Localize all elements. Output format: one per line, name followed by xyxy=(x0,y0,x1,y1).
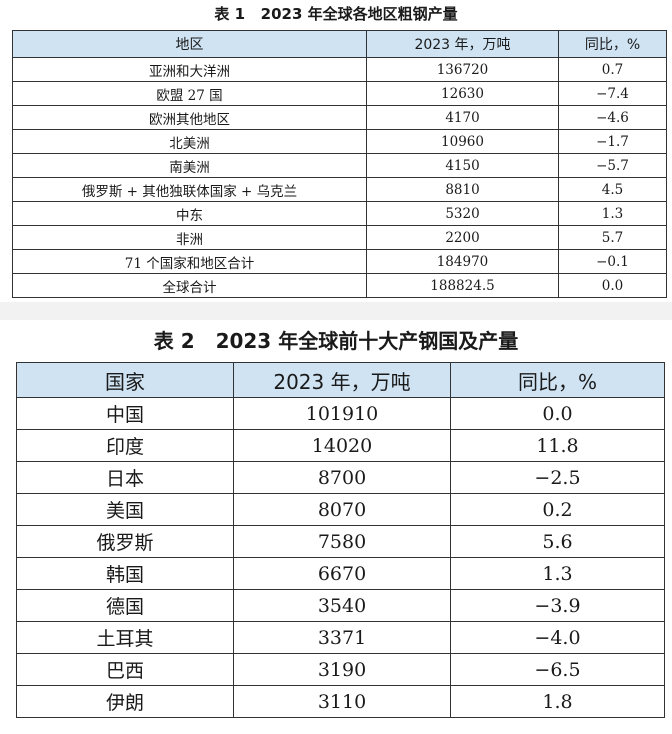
table1-header-output: 2023 年，万吨 xyxy=(366,30,559,58)
yoy-cell: −6.5 xyxy=(450,653,665,686)
output-cell: 101910 xyxy=(233,397,451,430)
country-cell: 巴西 xyxy=(16,653,234,686)
table1-header-region: 地区 xyxy=(12,30,367,58)
yoy-cell: 5.6 xyxy=(450,525,665,558)
region-cell: 全球合计 xyxy=(12,273,367,298)
region-cell: 71 个国家和地区合计 xyxy=(12,249,367,274)
region-cell: 中东 xyxy=(12,201,367,226)
table2-header-yoy: 同比，% xyxy=(450,362,665,398)
output-cell: 8700 xyxy=(233,461,451,494)
table-row: 俄罗斯 + 其他独联体国家 + 乌克兰 8810 4.5 xyxy=(12,177,667,202)
yoy-cell: −1.7 xyxy=(558,129,667,154)
country-cell: 美国 xyxy=(16,493,234,526)
output-cell: 3190 xyxy=(233,653,451,686)
table-row: 德国 3540 −3.9 xyxy=(16,589,665,622)
table-row: 南美洲 4150 −5.7 xyxy=(12,153,667,178)
yoy-cell: −4.0 xyxy=(450,621,665,654)
yoy-cell: 5.7 xyxy=(558,225,667,250)
output-cell: 2200 xyxy=(366,225,559,250)
table2-header-row: 国家 2023 年，万吨 同比，% xyxy=(16,362,665,398)
yoy-cell: −3.9 xyxy=(450,589,665,622)
table-row: 美国 8070 0.2 xyxy=(16,493,665,526)
table1-caption: 表 1 2023 年全球各地区粗钢产量 xyxy=(214,5,458,23)
table2-caption: 表 2 2023 年全球前十大产钢国及产量 xyxy=(153,329,519,353)
yoy-cell: 1.3 xyxy=(450,557,665,590)
yoy-cell: −7.4 xyxy=(558,81,667,106)
output-cell: 5320 xyxy=(366,201,559,226)
table-row: 中国 101910 0.0 xyxy=(16,397,665,430)
table2-header-country: 国家 xyxy=(16,362,234,398)
country-cell: 中国 xyxy=(16,397,234,430)
table-row: 北美洲 10960 −1.7 xyxy=(12,129,667,154)
table-row: 伊朗 3110 1.8 xyxy=(16,685,665,718)
table-row: 欧洲其他地区 4170 −4.6 xyxy=(12,105,667,130)
output-cell: 3371 xyxy=(233,621,451,654)
table1-regional-steel-output: 地区 2023 年，万吨 同比，% 亚洲和大洋洲 136720 0.7 欧盟 27 … xyxy=(12,30,667,298)
yoy-cell: 0.7 xyxy=(558,57,667,82)
yoy-cell: 4.5 xyxy=(558,177,667,202)
table-row: 非洲 2200 5.7 xyxy=(12,225,667,250)
output-cell: 4170 xyxy=(366,105,559,130)
yoy-cell: −2.5 xyxy=(450,461,665,494)
output-cell: 8070 xyxy=(233,493,451,526)
table1-header-yoy: 同比，% xyxy=(558,30,667,58)
output-cell: 188824.5 xyxy=(366,273,559,298)
region-cell: 亚洲和大洋洲 xyxy=(12,57,367,82)
table-row: 土耳其 3371 −4.0 xyxy=(16,621,665,654)
yoy-cell: −4.6 xyxy=(558,105,667,130)
region-cell: 北美洲 xyxy=(12,129,367,154)
country-cell: 俄罗斯 xyxy=(16,525,234,558)
table2-top-ten-steel-countries: 国家 2023 年，万吨 同比，% 中国 101910 0.0 印度 14020 11.… xyxy=(16,362,665,718)
table-row: 韩国 6670 1.3 xyxy=(16,557,665,590)
table1-header-row: 地区 2023 年，万吨 同比，% xyxy=(12,30,667,58)
table-row: 俄罗斯 7580 5.6 xyxy=(16,525,665,558)
yoy-cell: −5.7 xyxy=(558,153,667,178)
region-cell: 南美洲 xyxy=(12,153,367,178)
country-cell: 土耳其 xyxy=(16,621,234,654)
yoy-cell: 0.0 xyxy=(558,273,667,298)
country-cell: 日本 xyxy=(16,461,234,494)
table-row: 中东 5320 1.3 xyxy=(12,201,667,226)
output-cell: 136720 xyxy=(366,57,559,82)
yoy-cell: 0.0 xyxy=(450,397,665,430)
country-cell: 印度 xyxy=(16,429,234,462)
yoy-cell: 0.2 xyxy=(450,493,665,526)
output-cell: 6670 xyxy=(233,557,451,590)
output-cell: 8810 xyxy=(366,177,559,202)
page-divider xyxy=(0,302,672,320)
region-cell: 非洲 xyxy=(12,225,367,250)
region-cell: 欧盟 27 国 xyxy=(12,81,367,106)
region-cell: 俄罗斯 + 其他独联体国家 + 乌克兰 xyxy=(12,177,367,202)
output-cell: 184970 xyxy=(366,249,559,274)
country-cell: 德国 xyxy=(16,589,234,622)
yoy-cell: 1.8 xyxy=(450,685,665,718)
yoy-cell: −0.1 xyxy=(558,249,667,274)
table-row: 印度 14020 11.8 xyxy=(16,429,665,462)
output-cell: 12630 xyxy=(366,81,559,106)
country-cell: 伊朗 xyxy=(16,685,234,718)
output-cell: 4150 xyxy=(366,153,559,178)
table-row: 亚洲和大洋洲 136720 0.7 xyxy=(12,57,667,82)
table-row: 巴西 3190 −6.5 xyxy=(16,653,665,686)
output-cell: 3540 xyxy=(233,589,451,622)
output-cell: 7580 xyxy=(233,525,451,558)
output-cell: 10960 xyxy=(366,129,559,154)
table-row: 全球合计 188824.5 0.0 xyxy=(12,273,667,298)
table2-header-output: 2023 年，万吨 xyxy=(233,362,451,398)
table-row: 71 个国家和地区合计 184970 −0.1 xyxy=(12,249,667,274)
table-row: 日本 8700 −2.5 xyxy=(16,461,665,494)
output-cell: 14020 xyxy=(233,429,451,462)
output-cell: 3110 xyxy=(233,685,451,718)
region-cell: 欧洲其他地区 xyxy=(12,105,367,130)
country-cell: 韩国 xyxy=(16,557,234,590)
table-row: 欧盟 27 国 12630 −7.4 xyxy=(12,81,667,106)
yoy-cell: 11.8 xyxy=(450,429,665,462)
yoy-cell: 1.3 xyxy=(558,201,667,226)
